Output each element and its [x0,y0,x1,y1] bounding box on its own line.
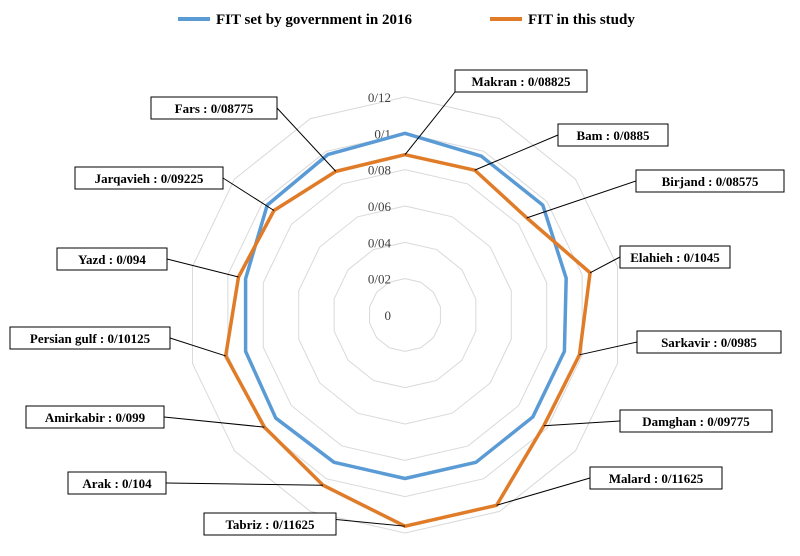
grid-rings [191,96,619,534]
tick-label: 0/08 [368,163,391,178]
callout-box [9,326,171,350]
grid-ring [369,278,441,352]
data-label: Amirkabir : 0/099 [45,410,146,425]
callout-box [557,123,669,147]
legend: FIT set by government in 2016 FIT in thi… [178,12,635,28]
callout-box [203,512,337,536]
data-label: Persian gulf : 0/10125 [30,331,151,346]
series-line-government [243,131,568,481]
data-label: Tabriz : 0/11625 [225,517,315,532]
tick-label: 0/12 [368,90,391,105]
callout-box [589,466,723,490]
callout-box [619,409,773,433]
callout-leader [163,416,265,428]
callout-leader [474,134,559,171]
callout-box [635,169,785,193]
callout-leader [222,177,275,211]
legend-label-government: FIT set by government in 2016 [216,12,412,28]
data-label: Birjand : 0/08575 [662,174,759,189]
callout-box [150,96,278,120]
data-label: Malard : 0/11625 [609,471,704,486]
data-label: Elahieh : 0/1045 [630,250,720,265]
data-label: Fars : 0/08775 [175,101,254,116]
grid-ring [333,241,477,389]
data-label: Yazd : 0/094 [78,252,146,267]
callout-leader [589,256,621,274]
callout-box [74,166,224,190]
callout-box [636,330,782,354]
data-label: Jarqavieh : 0/09225 [95,171,204,186]
legend-label-study: FIT in this study [528,12,635,28]
series-line-study [223,152,592,528]
data-label: Makran : 0/08825 [472,74,571,89]
data-label: Arak : 0/104 [82,476,152,491]
grid-ring [227,132,583,498]
callout-leader [579,341,638,356]
callout-box [619,245,731,269]
grid-ring [262,169,548,461]
grid-ring [298,205,512,425]
callout-leader [496,477,591,506]
callout-leader [404,91,456,155]
callout-box [25,405,165,429]
data-label: Damghan : 0/09775 [642,414,750,429]
tick-label: 0 [385,308,392,323]
callout-leader [165,482,324,486]
callout-box [67,471,167,495]
callout-leader [543,420,621,427]
tick-label: 0/06 [368,199,392,214]
callout-box [56,247,168,271]
callout-leader [276,107,337,172]
data-label: Sarkavir : 0/0985 [661,335,757,350]
callout-leader [166,258,239,278]
data-label-callouts: Makran : 0/08825 Bam : 0/0885 Birjand : 0/… [9,69,785,536]
callout-leader [169,337,226,357]
callout-box [454,69,588,93]
data-label: Bam : 0/0885 [577,128,650,143]
callout-leader [526,180,637,219]
tick-label: 0/02 [368,272,391,287]
radial-tick-labels: 00/020/040/060/080/10/12 [368,90,392,323]
grid-ring [191,96,619,534]
tick-label: 0/04 [368,235,392,250]
